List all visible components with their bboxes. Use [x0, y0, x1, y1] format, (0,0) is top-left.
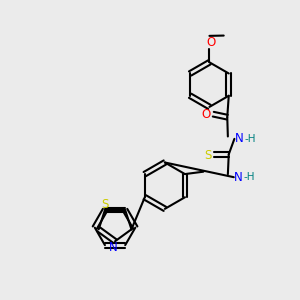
Text: N: N	[234, 132, 243, 146]
Text: N: N	[234, 171, 243, 184]
Text: O: O	[206, 36, 216, 49]
Text: -H: -H	[244, 134, 256, 144]
Text: -H: -H	[244, 172, 255, 182]
Text: N: N	[109, 241, 118, 254]
Text: S: S	[204, 149, 211, 162]
Text: S: S	[101, 198, 109, 211]
Text: O: O	[201, 108, 211, 121]
